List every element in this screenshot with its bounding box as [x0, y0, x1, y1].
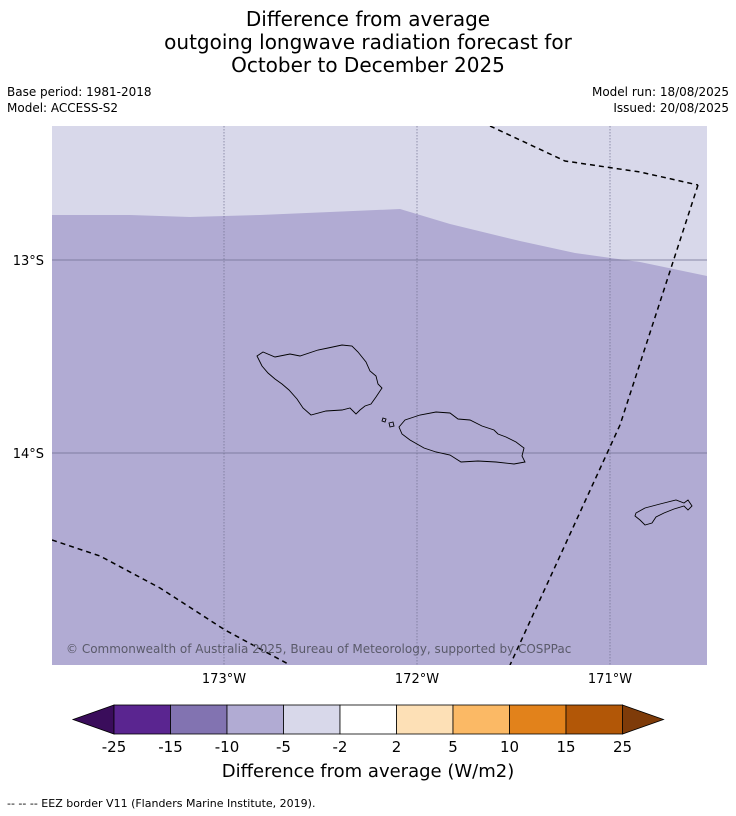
- map-area: © Commonwealth of Australia 2025, Bureau…: [52, 126, 707, 665]
- colorbar-segment: [226, 704, 284, 735]
- eez-border-north: [489, 126, 699, 186]
- issued-date: Issued: 20/08/2025: [613, 101, 729, 115]
- colorbar-segment: [509, 704, 567, 735]
- colorbar-tick-label: 25: [613, 738, 632, 756]
- eez-border-southwest: [52, 539, 291, 665]
- title-line-2: outgoing longwave radiation forecast for: [164, 30, 572, 54]
- lat-label-13s: 13°S: [13, 254, 44, 269]
- chart-title: Difference from average outgoing longwav…: [0, 8, 736, 77]
- lat-label-14s: 14°S: [13, 447, 44, 462]
- base-period: Base period: 1981-2018: [7, 85, 152, 99]
- colorbar-segment: [283, 704, 341, 735]
- model-run: Model run: 18/08/2025: [591, 85, 729, 99]
- colorbar-segment: [452, 704, 510, 735]
- lon-label-171w: 171°W: [588, 672, 632, 687]
- eez-border-east: [509, 184, 699, 665]
- model-name: Model: ACCESS-S2: [7, 101, 119, 115]
- meta-left: Base period: 1981-2018 Model: ACCESS-S2: [7, 84, 152, 116]
- colorbar-label: Difference from average (W/m2): [221, 761, 515, 782]
- colorbar-segment: [396, 704, 454, 735]
- colorbar-tick-label: -5: [276, 738, 291, 756]
- longitude-labels: 173°W 172°W 171°W: [202, 672, 632, 687]
- anomaly-band-neg10-neg5: [52, 209, 707, 665]
- island-upolu: [398, 411, 526, 465]
- island-manono: [381, 417, 387, 423]
- colorbar-segment: [113, 704, 171, 735]
- copyright-notice: © Commonwealth of Australia 2025, Bureau…: [66, 642, 571, 656]
- island-savaii: [256, 344, 383, 416]
- colorbar: -25 -15 -10 -5 -2 2 5 10 15 25: [71, 704, 665, 756]
- colorbar-extend-under: [71, 704, 115, 735]
- meta-right: Model run: 18/08/2025 Issued: 20/08/2025: [592, 84, 729, 116]
- colorbar-tick-label: -15: [158, 738, 183, 756]
- eez-borders: [52, 126, 699, 665]
- colorbar-tick-label: 5: [448, 738, 458, 756]
- eez-footnote: -- -- -- EEZ border V11 (Flanders Marine…: [7, 797, 316, 810]
- island-tutuila: [634, 499, 693, 526]
- coastlines: [256, 344, 693, 526]
- colorbar-tick-label: -2: [333, 738, 348, 756]
- colorbar-tick-label: -25: [102, 738, 127, 756]
- colorbar-tick-label: 15: [556, 738, 575, 756]
- colorbar-tick-label: -10: [215, 738, 240, 756]
- latitude-labels: 13°S 14°S: [13, 254, 44, 462]
- lon-label-172w: 172°W: [395, 672, 439, 687]
- colorbar-tick-label: 2: [392, 738, 402, 756]
- colorbar-segment: [565, 704, 623, 735]
- lon-label-173w: 173°W: [202, 672, 246, 687]
- title-line-3: October to December 2025: [231, 53, 505, 77]
- colorbar-segment: [339, 704, 397, 735]
- island-apolima: [388, 421, 395, 428]
- gridlines: [52, 126, 707, 665]
- colorbar-extend-over: [622, 704, 665, 735]
- title-line-1: Difference from average: [245, 7, 491, 31]
- colorbar-segment: [170, 704, 228, 735]
- colorbar-tick-label: 10: [500, 738, 519, 756]
